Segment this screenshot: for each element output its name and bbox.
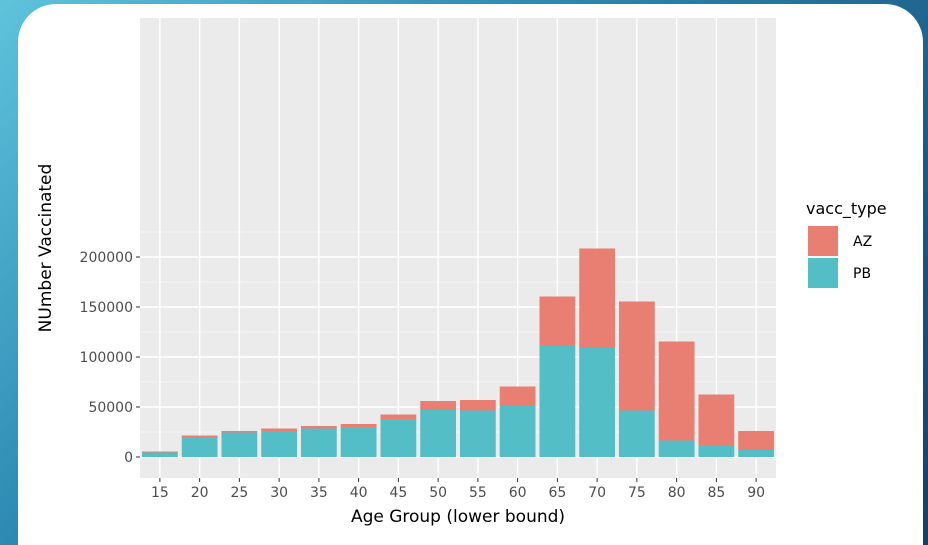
bar-az-25 (221, 431, 258, 433)
bar-az-35 (300, 426, 337, 429)
bar-az-40 (340, 424, 377, 427)
bar-pb-90 (738, 450, 775, 457)
bar-az-60 (499, 386, 536, 405)
legend-key-az (808, 226, 838, 256)
bar-pb-55 (459, 410, 496, 457)
x-tick-label: 70 (588, 485, 606, 501)
x-tick-label: 85 (707, 485, 725, 501)
y-axis: 0 50000 100000 150000 200000 (80, 250, 140, 466)
x-tick-label: 40 (350, 485, 368, 501)
bar-az-30 (261, 428, 298, 431)
bar-az-45 (380, 414, 417, 419)
bar-pb-80 (658, 440, 695, 457)
bar-az-75 (618, 301, 655, 411)
bar-pb-15 (141, 452, 178, 457)
bars (141, 248, 775, 457)
bar-pb-45 (380, 419, 417, 457)
bar-az-85 (698, 394, 735, 445)
bar-az-15 (141, 451, 178, 453)
y-axis-title: NUmber Vaccinated (36, 164, 56, 333)
bar-az-50 (420, 401, 457, 409)
bar-az-80 (658, 341, 695, 441)
bar-pb-60 (499, 405, 536, 457)
legend: vacc_type AZ PB (806, 199, 887, 288)
x-tick-label: 80 (668, 485, 686, 501)
bar-pb-85 (698, 445, 735, 457)
x-tick-label: 30 (270, 485, 288, 501)
y-tick-label: 150000 (80, 300, 133, 316)
bar-az-55 (459, 400, 496, 411)
x-tick-label: 55 (469, 485, 487, 501)
x-tick-label: 20 (191, 485, 209, 501)
bar-pb-75 (618, 410, 655, 457)
y-tick-label: 200000 (80, 250, 133, 266)
y-tick-label: 0 (124, 450, 133, 466)
x-tick-label: 60 (509, 485, 527, 501)
x-tick-label: 90 (747, 485, 765, 501)
bar-pb-50 (420, 409, 457, 457)
bar-pb-25 (221, 432, 258, 457)
x-tick-label: 45 (389, 485, 407, 501)
legend-key-pb (808, 258, 838, 288)
x-tick-label: 35 (310, 485, 328, 501)
x-tick-label: 50 (429, 485, 447, 501)
legend-label-az: AZ (853, 234, 872, 250)
bar-pb-20 (181, 437, 218, 457)
x-axis: 15 20 25 30 35 40 45 50 55 60 65 70 75 80 85 90 (151, 478, 765, 501)
y-tick-label: 100000 (80, 350, 133, 366)
x-tick-label: 65 (548, 485, 566, 501)
bar-az-20 (181, 435, 218, 437)
bar-az-65 (539, 296, 576, 345)
bar-pb-35 (300, 428, 337, 457)
bar-pb-70 (579, 348, 616, 457)
x-tick-label: 25 (230, 485, 248, 501)
bar-pb-30 (261, 431, 298, 457)
x-axis-title: Age Group (lower bound) (351, 507, 565, 527)
bar-pb-65 (539, 345, 576, 457)
x-tick-label: 15 (151, 485, 169, 501)
x-tick-label: 75 (628, 485, 646, 501)
bar-az-70 (579, 248, 616, 348)
bar-az-90 (738, 431, 775, 450)
legend-title: vacc_type (806, 199, 887, 219)
legend-label-pb: PB (853, 266, 871, 282)
bar-pb-40 (340, 427, 377, 457)
y-tick-label: 50000 (88, 400, 133, 416)
